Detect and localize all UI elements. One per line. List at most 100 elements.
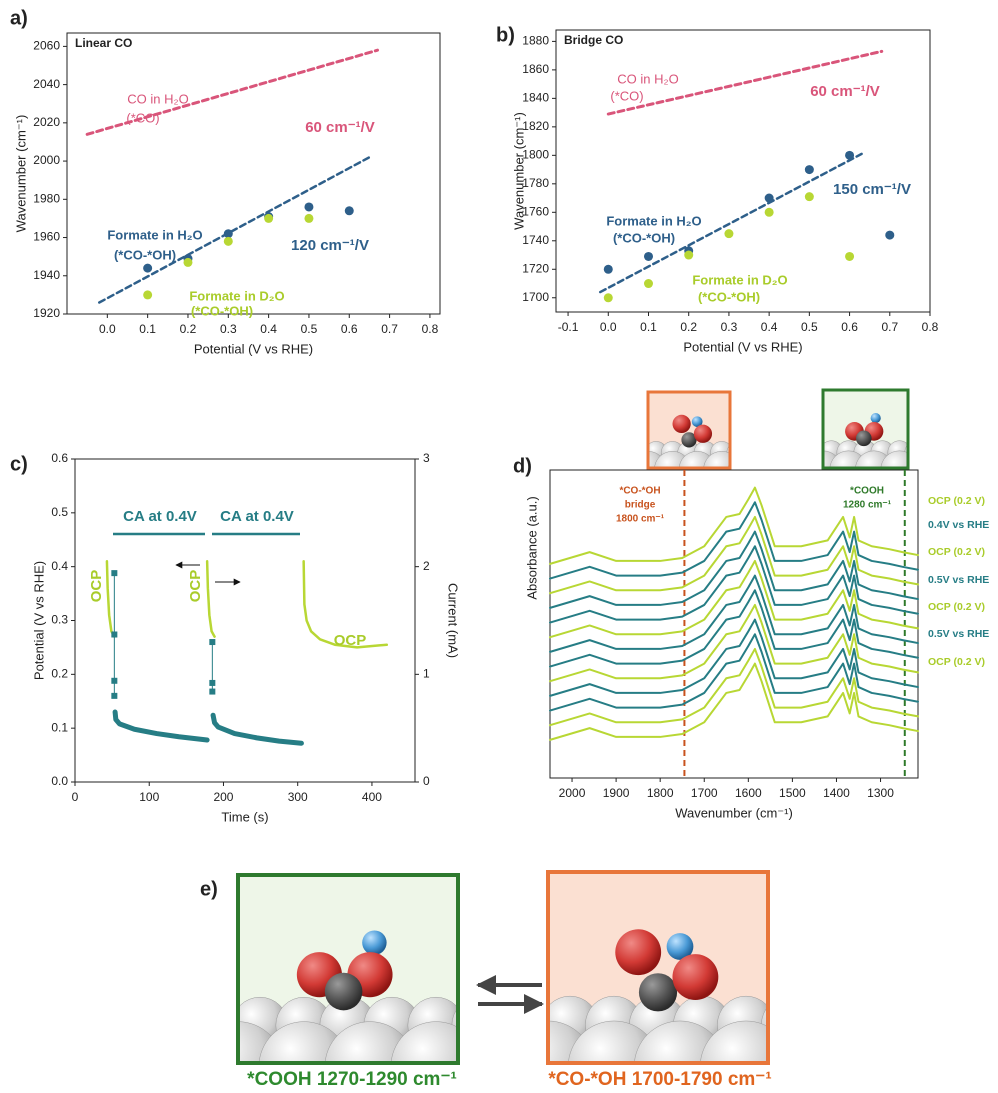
annotation: CO in H₂O (617, 71, 678, 86)
annotation: Formate in D₂O (692, 272, 787, 287)
annotation: (*CO) (126, 110, 159, 125)
surface-atom (743, 441, 766, 464)
x-tick-label: 0.6 (841, 320, 858, 334)
chart-title: Linear CO (75, 36, 132, 50)
series-line (549, 530, 919, 609)
y-tick-label: 1820 (522, 119, 549, 133)
annotation: 1280 cm⁻¹ (843, 500, 892, 511)
x-tick-label: 0.4 (761, 320, 778, 334)
x-tick-label: 0.8 (422, 322, 439, 336)
annotation: 150 cm⁻¹/V (833, 181, 911, 198)
plot-frame (66, 32, 441, 315)
surface-atom (922, 441, 945, 464)
y-tick-label: 0.2 (51, 667, 68, 681)
annotation: OCP (0.2 V) (928, 546, 985, 558)
surface-atom (456, 1055, 458, 1063)
y-tick-label: 2060 (33, 39, 60, 53)
data-point (111, 631, 118, 638)
annotation: OCP (0.2 V) (928, 601, 985, 613)
data-point (111, 677, 118, 684)
surface-atom (880, 450, 908, 468)
series-line (549, 545, 919, 624)
data-point (264, 213, 274, 223)
x-axis-label: Potential (V vs RHE) (194, 341, 313, 356)
surface-atom (390, 1021, 458, 1063)
data-point (885, 230, 895, 240)
y-tick-label: 2040 (33, 77, 60, 91)
x-tick-label: 0.5 (801, 320, 818, 334)
panel-label: d) (513, 455, 532, 477)
y2-axis-label: Current (mA) (446, 583, 461, 658)
annotation: OCP (187, 570, 204, 603)
data-point (183, 257, 193, 267)
surface-atom (258, 1021, 350, 1063)
data-point (209, 688, 216, 695)
x-tick-label: 0.3 (220, 322, 237, 336)
atom (324, 972, 363, 1011)
series-line (98, 156, 371, 304)
scene-border (821, 388, 910, 470)
annotation: 0.5V vs RHE (928, 574, 989, 586)
y-tick-label: 0.4 (51, 559, 68, 573)
series-line (549, 574, 919, 653)
data-point (764, 193, 774, 203)
x-tick-label: -0.1 (558, 320, 579, 334)
y-tick-label: 0.3 (51, 613, 68, 627)
data-point (143, 290, 153, 300)
x-tick-label: 0.6 (341, 322, 358, 336)
x-tick-label: 1300 (867, 786, 894, 800)
series-line (549, 486, 919, 565)
atom (638, 973, 678, 1012)
annotation: CO in H₂O (127, 91, 188, 106)
x-axis-label: Time (s) (221, 809, 268, 824)
scene (238, 930, 458, 1063)
data-point (304, 202, 314, 212)
series-line (112, 709, 210, 743)
x-tick-label: 0.0 (99, 322, 116, 336)
y-tick-label: 0.6 (51, 451, 68, 465)
series-line (549, 603, 919, 683)
data-point (804, 165, 814, 175)
x-tick-label: 1400 (823, 786, 850, 800)
y-tick-label: 1980 (33, 191, 60, 205)
surface-atom (324, 1021, 416, 1063)
y-axis-label: Wavenumber (cm⁻¹) (13, 115, 28, 233)
atom (856, 430, 872, 447)
x-tick-label: 200 (213, 790, 233, 804)
annotation: (*CO-*OH) (114, 247, 176, 262)
x-tick-label: 1700 (691, 786, 718, 800)
plot-frame (549, 469, 919, 779)
surface-atom (703, 451, 730, 468)
x-tick-label: 0.3 (721, 320, 738, 334)
data-point (209, 679, 216, 686)
x-tick-label: 0.2 (180, 322, 197, 336)
annotation: CA at 0.4V (123, 508, 197, 525)
data-point (209, 639, 216, 646)
atom (672, 954, 719, 1000)
data-point (111, 692, 118, 699)
x-tick-label: 0.7 (381, 322, 398, 336)
scene (823, 413, 945, 468)
data-point (223, 236, 233, 246)
atom (362, 930, 387, 955)
series-line (549, 618, 919, 697)
annotation: (*CO-*OH) (191, 303, 253, 318)
y-tick-label: 1760 (522, 204, 549, 218)
annotation: *CO-*OH (619, 486, 660, 497)
x-tick-label: 1800 (647, 786, 674, 800)
data-point (603, 264, 613, 274)
x-tick-label: 0.5 (301, 322, 318, 336)
scene-border (546, 870, 770, 1065)
y2-tick-label: 1 (423, 667, 430, 681)
y-tick-label: 1880 (522, 34, 549, 48)
scene-border (646, 390, 732, 470)
series-line (549, 515, 919, 595)
y-tick-label: 1740 (522, 233, 549, 247)
annotation: (*CO-*OH) (698, 289, 760, 304)
surface-atom (238, 1007, 245, 1044)
data-point (603, 293, 613, 303)
data-point (344, 206, 354, 216)
x-tick-label: 0.2 (680, 320, 697, 334)
